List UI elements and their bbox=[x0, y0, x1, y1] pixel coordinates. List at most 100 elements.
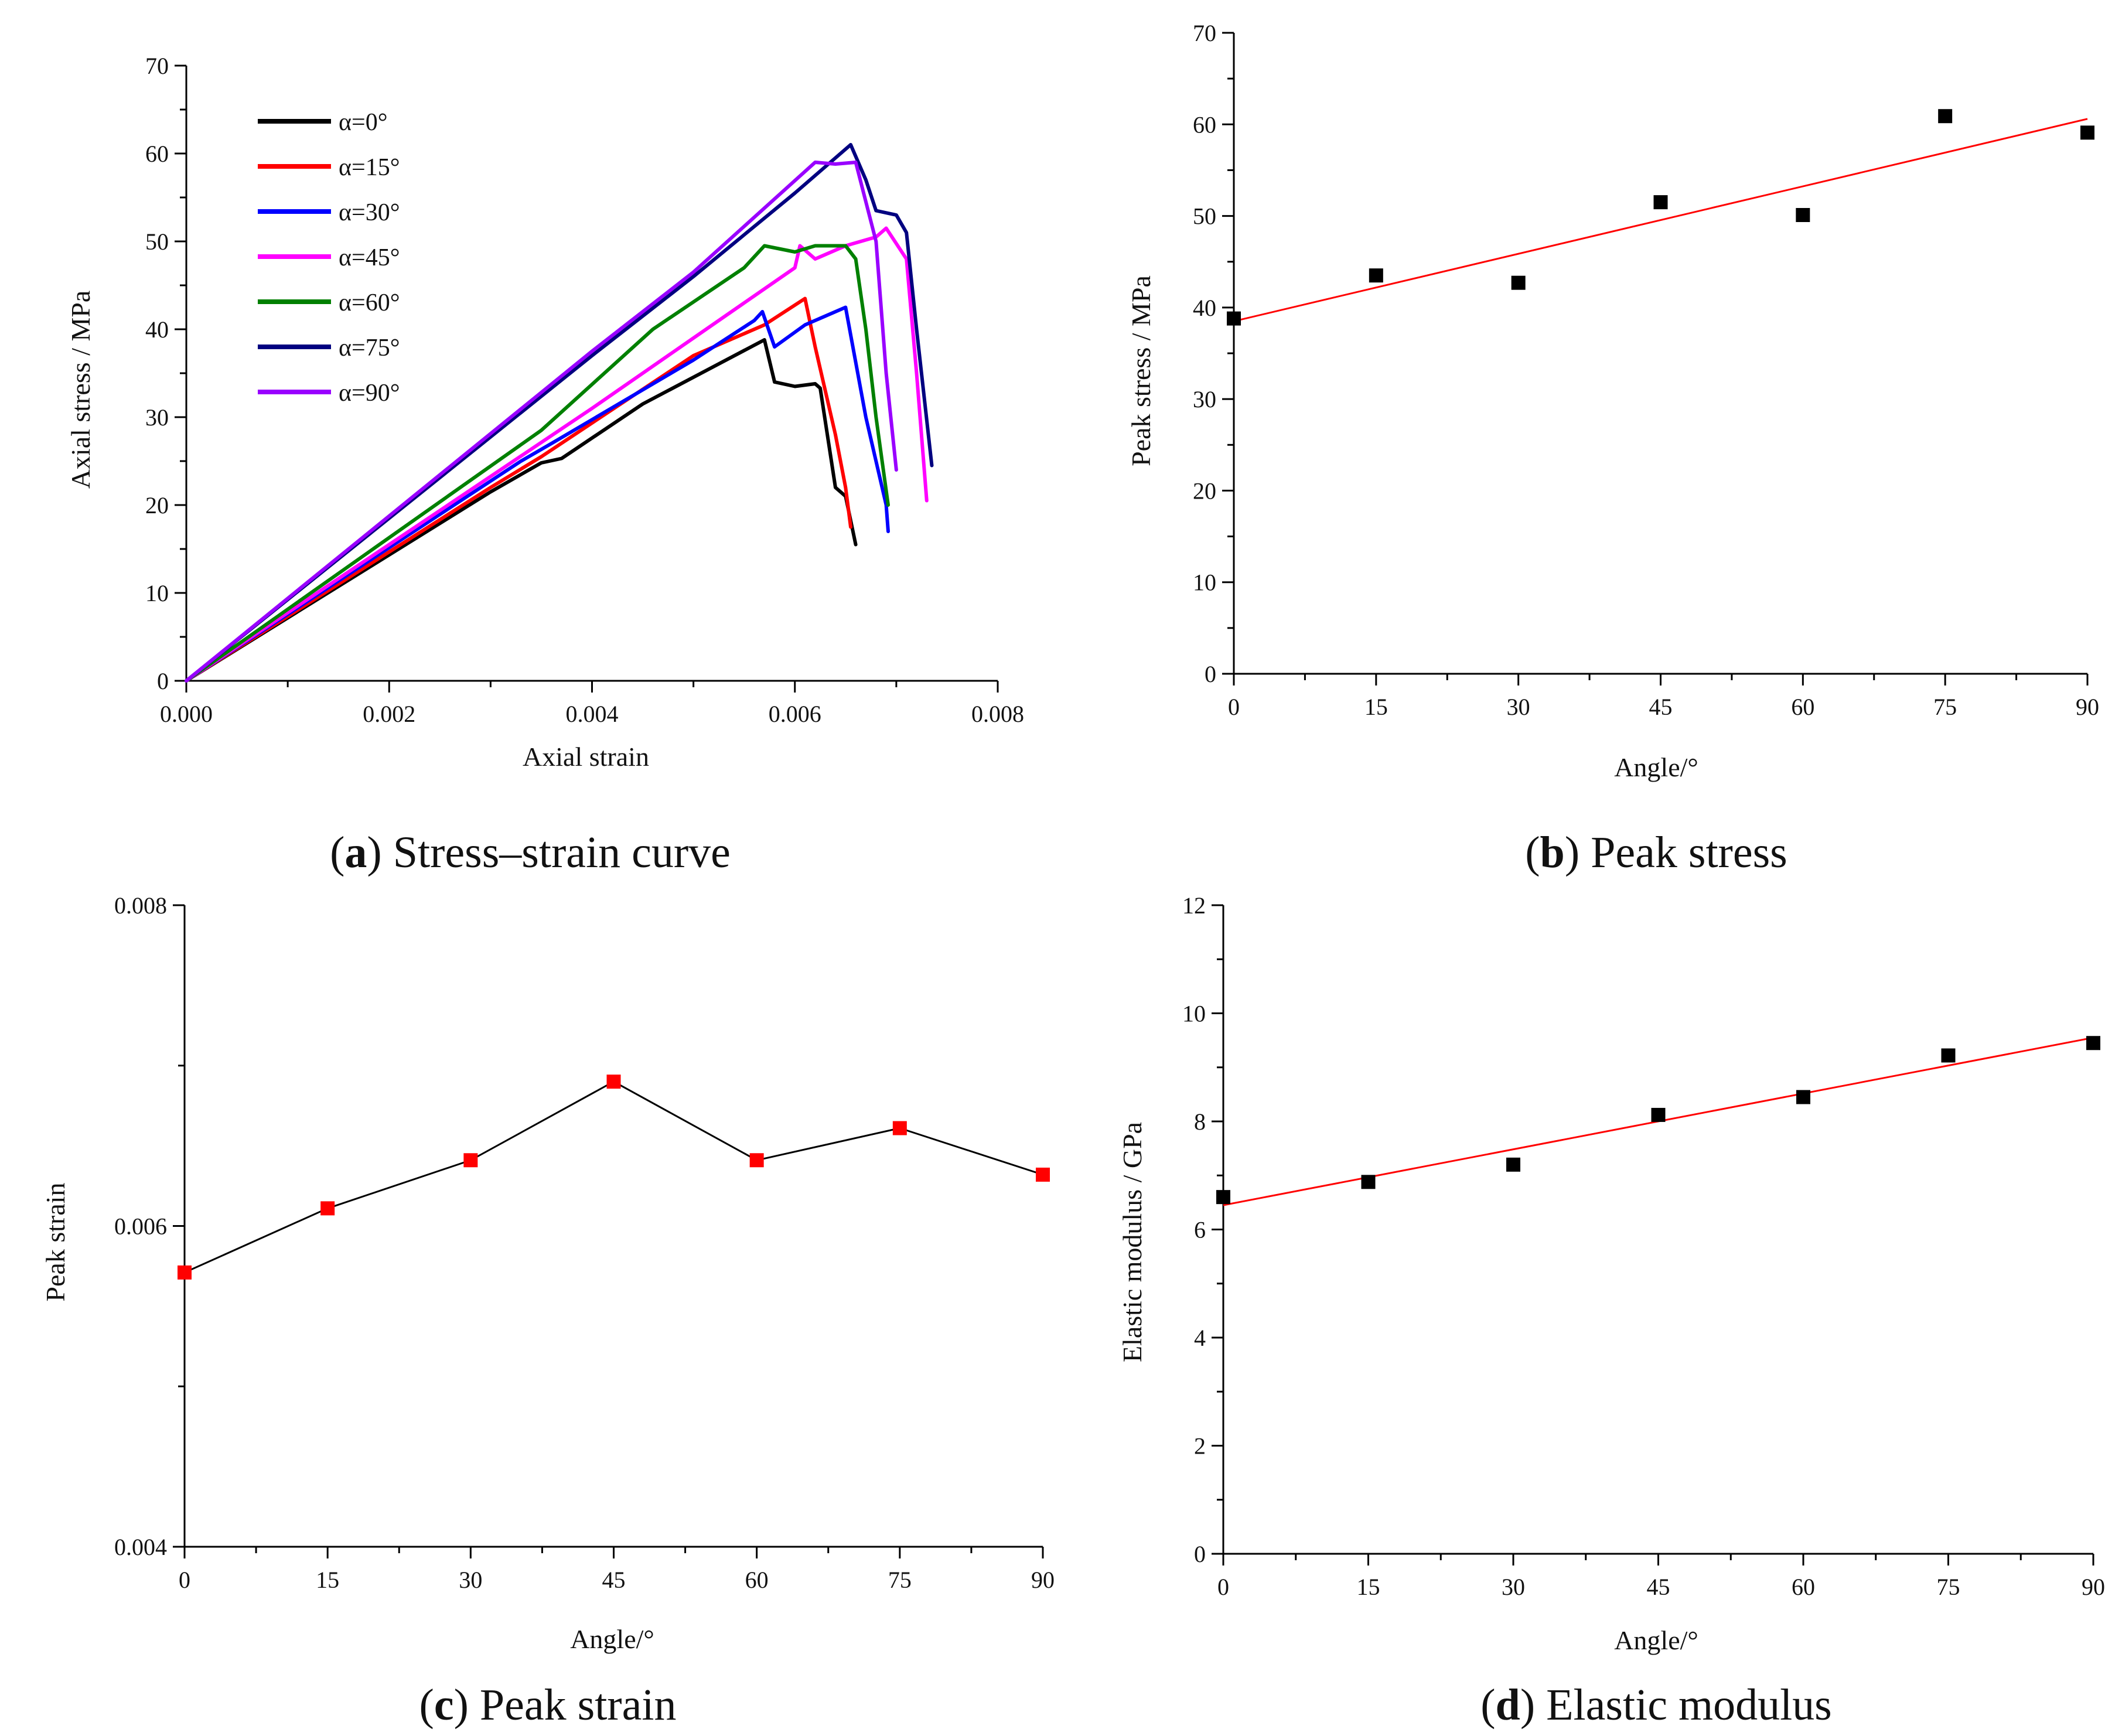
panel-c-x-tick-label: 45 bbox=[602, 1567, 626, 1593]
panel-a-series-2-line bbox=[185, 305, 890, 683]
panel-a-y-tick-label: 0 bbox=[157, 668, 169, 694]
panel-a-caption: (a) Stress–strain curve bbox=[330, 828, 731, 877]
panel-d-y-tick-label: 10 bbox=[1182, 1001, 1206, 1027]
panel-b-data-point-2 bbox=[1511, 275, 1526, 290]
panel-d-x-tick-label: 90 bbox=[2082, 1574, 2105, 1600]
panel-b-y-tick-label: 40 bbox=[1193, 295, 1216, 321]
panel-b-x-tick-label: 75 bbox=[1933, 694, 1957, 720]
panel-a-legend-label-3: α=45° bbox=[339, 244, 400, 271]
panel-b-x-tick-label: 60 bbox=[1791, 694, 1814, 720]
panel-a-y-tick-label: 30 bbox=[145, 404, 169, 431]
panel-a-caption-letter: a bbox=[344, 828, 367, 877]
panel-a-y-tick-label: 20 bbox=[145, 492, 169, 519]
panel-c-y-tick-label: 0.008 bbox=[114, 892, 167, 919]
panel-a-y-tick-label: 70 bbox=[145, 53, 169, 79]
panel-d-data-point-0 bbox=[1216, 1190, 1230, 1205]
panel-a-x-tick-label: 0.008 bbox=[971, 701, 1024, 727]
panel-b-peak-stress: 0 15 30 45 60 75 90 0 10 20 30 40 50 60 70 Angle/° Pea… bbox=[1126, 20, 2099, 877]
panel-b-y-tick-label: 30 bbox=[1193, 386, 1216, 412]
panel-a-caption-text: ) Stress–strain curve bbox=[367, 828, 731, 877]
panel-d-data-point-4 bbox=[1796, 1090, 1810, 1104]
panel-b-caption-letter: b bbox=[1540, 828, 1565, 877]
panel-c-plot bbox=[178, 1075, 1050, 1280]
panel-d-x-tick-label: 60 bbox=[1792, 1574, 1815, 1600]
panel-b-xlabel: Angle/° bbox=[1614, 752, 1698, 782]
panel-c-axes: 0 15 30 45 60 75 90 0.004 0.006 0.008 bbox=[114, 892, 1055, 1593]
panel-c-data-point-6 bbox=[1036, 1167, 1050, 1182]
panel-a-y-tick-label: 40 bbox=[145, 316, 169, 343]
panel-c-data-point-2 bbox=[463, 1153, 478, 1168]
panel-c-data-point-4 bbox=[749, 1153, 764, 1168]
panel-d-x-tick-label: 75 bbox=[1937, 1574, 1960, 1600]
panel-b-y-tick-label: 70 bbox=[1193, 20, 1216, 46]
panel-d-y-tick-label: 8 bbox=[1194, 1109, 1206, 1135]
panel-d-data-point-2 bbox=[1506, 1157, 1520, 1172]
panel-a-series-5-line bbox=[185, 143, 934, 683]
panel-a-legend-label-1: α=15° bbox=[339, 154, 400, 181]
panel-a-series-0-line bbox=[185, 338, 858, 683]
panel-a-legend-label-6: α=90° bbox=[339, 380, 400, 407]
panel-d-data-point-5 bbox=[1941, 1048, 1956, 1063]
panel-d-y-tick-label: 6 bbox=[1194, 1217, 1206, 1243]
panel-b-data-point-4 bbox=[1796, 208, 1810, 223]
panel-a-y-tick-label: 10 bbox=[145, 580, 169, 606]
panel-a-x-tick-label: 0.006 bbox=[769, 701, 821, 727]
panel-b-axes: 0 15 30 45 60 75 90 0 10 20 30 40 50 60 70 bbox=[1193, 20, 2099, 720]
panel-c-x-tick-label: 60 bbox=[745, 1567, 769, 1593]
panel-a-axes: 0.000 0.002 0.004 0.006 0.008 0 10 20 30 40 50 60 70 bbox=[145, 53, 1024, 727]
panel-b-caption: (b) Peak stress bbox=[1525, 828, 1787, 877]
panel-a-series-3-line bbox=[185, 226, 929, 683]
panel-d-plot bbox=[1216, 1036, 2100, 1206]
panel-b-y-tick-label: 20 bbox=[1193, 478, 1216, 504]
panel-a-series-1-line bbox=[185, 296, 852, 683]
panel-d-y-tick-label: 12 bbox=[1182, 892, 1206, 919]
panel-c-data-point-0 bbox=[178, 1265, 192, 1280]
panel-b-plot bbox=[1227, 109, 2094, 326]
panel-a-legend-label-2: α=30° bbox=[339, 199, 400, 226]
panel-b-data-point-6 bbox=[2080, 125, 2094, 140]
panel-b-fit-line bbox=[1233, 118, 2088, 322]
panel-a-legend-label-4: α=60° bbox=[339, 289, 400, 316]
panel-b-caption-text: ) Peak stress bbox=[1565, 828, 1787, 877]
panel-c-data-point-1 bbox=[320, 1201, 335, 1216]
panel-a-stress-strain: 0.000 0.002 0.004 0.006 0.008 0 10 20 30 40 50 60 70… bbox=[66, 53, 1024, 877]
panel-c-caption-letter: c bbox=[434, 1680, 454, 1730]
panel-c-peak-strain: 0 15 30 45 60 75 90 0.004 0.006 0.008 Angle/° Pea… bbox=[40, 892, 1055, 1730]
panel-c-y-tick-label: 0.004 bbox=[114, 1534, 167, 1560]
panel-b-y-tick-label: 50 bbox=[1193, 203, 1216, 230]
panel-b-x-tick-label: 15 bbox=[1364, 694, 1388, 720]
panel-b-x-tick-label: 30 bbox=[1507, 694, 1530, 720]
panel-c-x-tick-label: 15 bbox=[316, 1567, 339, 1593]
panel-c-x-tick-label: 30 bbox=[459, 1567, 482, 1593]
panel-d-x-tick-label: 15 bbox=[1357, 1574, 1380, 1600]
panel-a-legend-label-0: α=0° bbox=[339, 109, 388, 136]
panel-d-elastic-modulus: 0 15 30 45 60 75 90 0 2 4 6 8 10 12 Angle/° Elastic m… bbox=[1117, 892, 2105, 1730]
panel-a-plot bbox=[185, 143, 934, 683]
panel-d-data-point-1 bbox=[1361, 1175, 1376, 1189]
panel-d-y-tick-label: 0 bbox=[1194, 1541, 1206, 1567]
panel-d-caption-text: ) Elastic modulus bbox=[1520, 1680, 1832, 1730]
panel-c-caption-text: ) Peak strain bbox=[454, 1680, 677, 1730]
panel-c-y-tick-label: 0.006 bbox=[114, 1213, 167, 1240]
panel-b-x-tick-label: 90 bbox=[2076, 694, 2099, 720]
panel-b-x-tick-label: 45 bbox=[1649, 694, 1673, 720]
panel-a-legend-label-5: α=75° bbox=[339, 335, 400, 361]
panel-a-y-tick-label: 50 bbox=[145, 228, 169, 255]
panel-d-axes: 0 15 30 45 60 75 90 0 2 4 6 8 10 12 bbox=[1182, 892, 2105, 1600]
panel-d-x-tick-label: 30 bbox=[1502, 1574, 1525, 1600]
panel-d-ylabel: Elastic modulus / GPa bbox=[1117, 1122, 1147, 1362]
panel-a-ylabel: Axial stress / MPa bbox=[66, 291, 95, 489]
panel-b-y-tick-label: 0 bbox=[1205, 661, 1216, 687]
panel-c-data-point-3 bbox=[606, 1075, 621, 1089]
panel-d-caption: (d) Elastic modulus bbox=[1480, 1680, 1832, 1730]
panel-a-x-tick-label: 0.004 bbox=[566, 701, 619, 727]
panel-b-ylabel: Peak stress / MPa bbox=[1126, 275, 1156, 466]
panel-d-x-tick-label: 45 bbox=[1647, 1574, 1670, 1600]
panel-c-data-point-5 bbox=[892, 1121, 907, 1135]
panel-a-series-4-line bbox=[185, 244, 890, 683]
panel-b-y-tick-label: 10 bbox=[1193, 569, 1216, 596]
panel-a-x-tick-label: 0.002 bbox=[363, 701, 415, 727]
panel-d-data-point-6 bbox=[2086, 1036, 2100, 1051]
